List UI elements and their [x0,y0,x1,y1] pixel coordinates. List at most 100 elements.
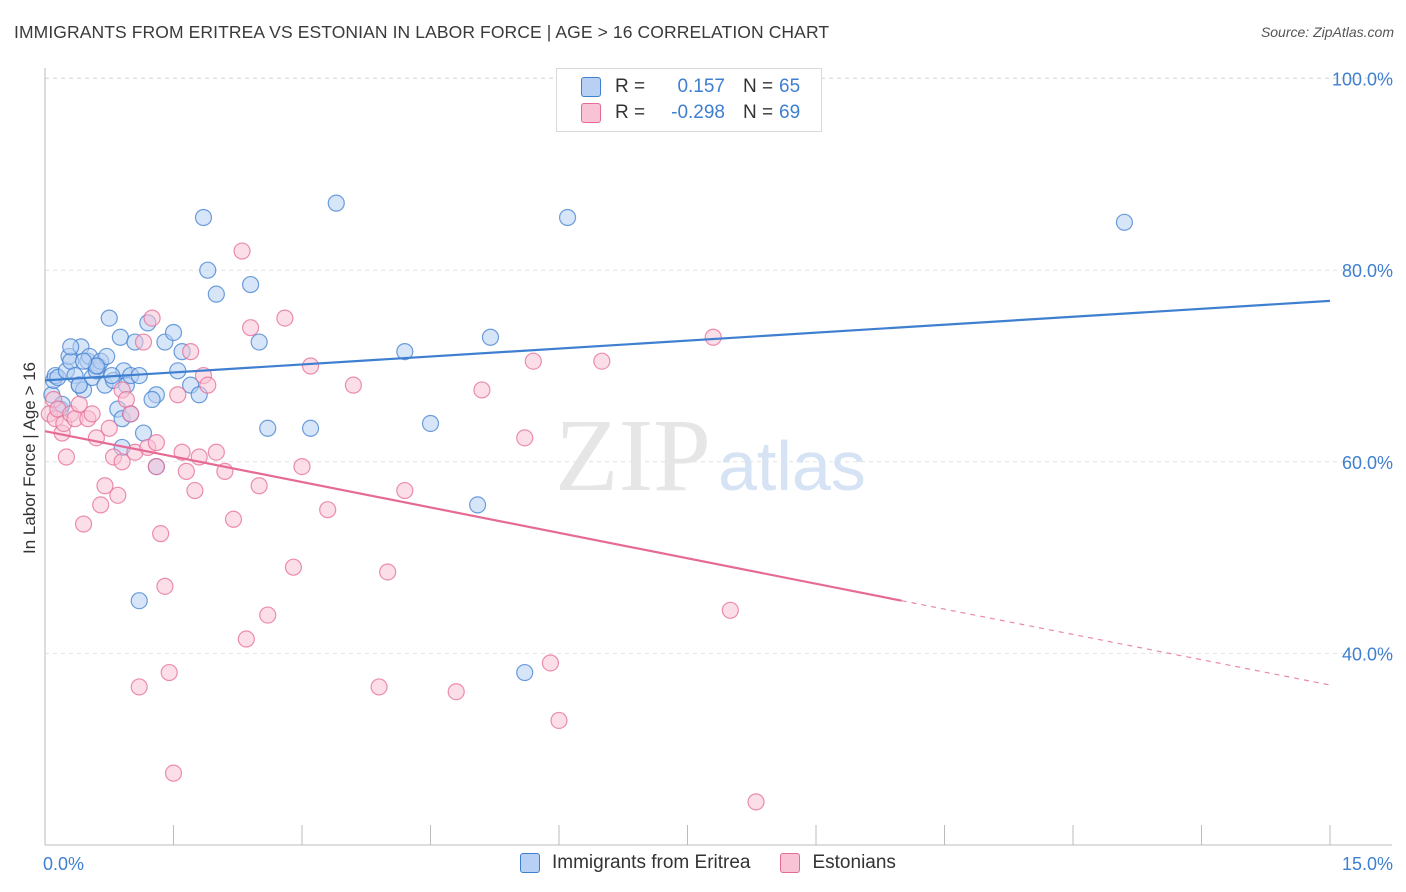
estonians-point [130,678,148,696]
x-tick-label: 0.0% [43,854,84,874]
estonians-point [379,563,397,581]
estonians-point [233,242,251,260]
y-tick-label: 60.0% [1342,453,1393,473]
estonians-point [344,376,362,394]
eritrea-point [164,323,183,342]
watermark-atlas: atlas [718,427,866,505]
estonians-point [173,443,191,461]
axes [44,68,1392,846]
legend-n-value: 69 [779,102,801,123]
x-tick-label: 15.0% [1342,854,1393,874]
series-legend-estonians[interactable]: Estonians [780,852,896,874]
eritrea-point [250,333,268,351]
series-swatch-pink [780,853,801,873]
estonians-point [117,390,135,409]
estonians-point [250,477,268,495]
legend-r-value: -0.298 [671,102,725,123]
y-tick-label: 100.0% [1332,70,1393,90]
estonians-point [704,328,722,346]
estonians-point [199,376,217,394]
chart-title: IMMIGRANTS FROM ERITREA VS ESTONIAN IN L… [14,22,830,42]
eritrea-point [516,663,534,682]
eritrea-point [111,328,129,346]
estonians-point [293,457,311,476]
eritrea-point [396,343,414,361]
estonians-point [147,457,165,476]
estonians-point [122,405,140,423]
eritrea-point [62,338,80,356]
legend-r-value: 0.157 [677,76,725,97]
estonians-point [182,343,200,361]
estonians-point [57,448,76,466]
estonians-point [96,477,114,495]
estonians-point [224,510,243,528]
eritrea-point [242,275,260,294]
data-points [40,194,1134,811]
legend-n-label: N = [743,76,774,97]
eritrea-point [100,309,118,327]
legend-r-label: R = [615,76,646,97]
estonians-point [516,429,534,447]
estonians-point [276,309,294,327]
y-tick-label: 80.0% [1342,261,1393,281]
estonians-point [186,481,204,500]
estonians-point [237,630,255,648]
eritrea-point [1115,213,1134,231]
estonians-point [550,711,568,730]
estonians-point [152,525,170,543]
eritrea-point [259,419,277,437]
estonians-point [134,333,153,351]
estonians-point [242,319,260,337]
estonians-point [259,606,277,624]
legend-swatch-pink [581,103,601,123]
eritrea-point [481,328,500,346]
estonians-point [113,453,131,471]
estonians-point [207,443,225,461]
series-legend-eritrea[interactable]: Immigrants from Eritrea [520,852,750,874]
estonians-point [177,462,195,480]
estonians-point [747,793,765,811]
correlation-legend: R = 0.157 N = 65 R = -0.298 N = 69 [556,68,822,132]
eritrea-point [469,496,487,514]
estonians-point [83,405,101,423]
eritrea-point [301,419,320,437]
tick-labels: 40.0% 60.0% 80.0% 100.0% 0.0% 15.0% [43,70,1393,874]
estonians-point [319,501,337,519]
eritrea-point [194,208,213,227]
legend-row-estonians: R = -0.298 N = 69 [581,100,800,126]
eritrea-point [558,208,577,227]
estonians-trend-line [44,430,902,602]
legend-row-eritrea: R = 0.157 N = 65 [581,74,800,100]
estonians-point [284,558,303,576]
estonians-point [70,395,88,413]
estonians-point [541,654,560,672]
legend-swatch-blue [581,77,601,97]
estonians-point [143,309,161,327]
eritrea-point [130,592,148,610]
series-swatch-blue [520,853,540,873]
estonians-point [74,515,93,533]
watermark-zip: ZIP [555,398,711,513]
estonians-point [164,764,183,782]
estonians-point [156,577,174,595]
source-credit: Source: ZipAtlas.com [1260,24,1394,40]
eritrea-point [143,390,161,409]
estonians-point [593,352,611,370]
estonians-point [92,496,110,514]
estonians-trend-extension [901,600,1331,686]
series-legend: Immigrants from Eritrea Estonians [520,852,926,874]
grid-lines [45,77,1392,654]
estonians-point [109,486,127,504]
eritrea-point [327,194,345,212]
eritrea-point [199,261,217,279]
estonians-point [370,678,388,696]
eritrea-point [421,414,440,433]
estonians-point [396,481,414,500]
legend-n-label: N = [743,102,774,123]
legend-r-label: R = [615,102,646,123]
eritrea-trend-line [44,299,1331,382]
estonians-point [524,352,542,370]
estonians-point [721,601,739,619]
estonians-point [447,683,465,701]
